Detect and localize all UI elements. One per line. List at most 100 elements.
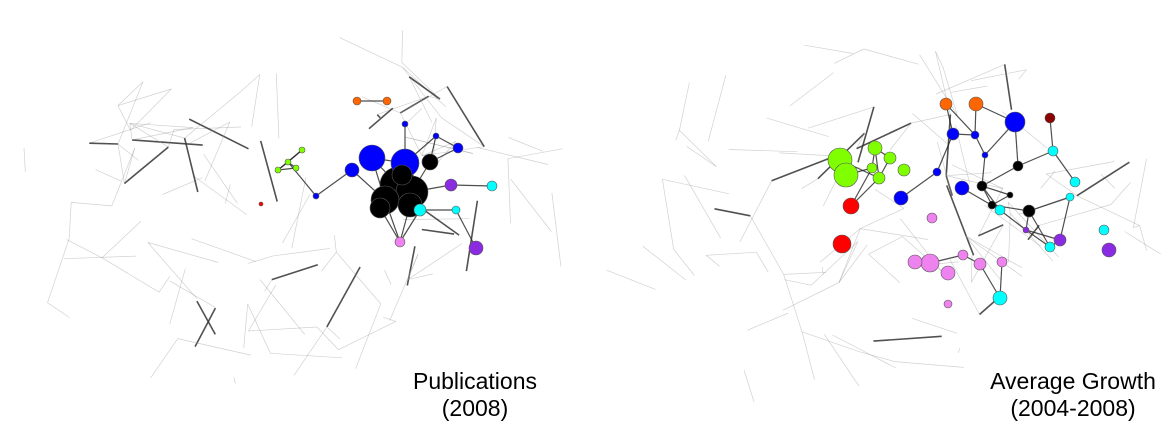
network-edge bbox=[971, 69, 1027, 81]
network-edge bbox=[801, 331, 860, 352]
highlight-node bbox=[292, 164, 300, 172]
highlight-node bbox=[413, 203, 427, 217]
network-edge bbox=[282, 194, 311, 244]
caption-years: (2004-2008) bbox=[1010, 395, 1136, 421]
highlight-node bbox=[832, 234, 852, 254]
highlight-node bbox=[298, 146, 306, 154]
network-edge bbox=[193, 175, 247, 215]
network-edge bbox=[158, 276, 171, 293]
network-edge bbox=[465, 200, 479, 272]
highlight-node bbox=[1101, 242, 1117, 258]
network-edge bbox=[401, 30, 403, 63]
network-edge bbox=[194, 307, 217, 347]
network-edge bbox=[832, 334, 897, 369]
network-edge bbox=[1139, 225, 1147, 251]
network-edge bbox=[247, 303, 271, 354]
highlight-node bbox=[920, 253, 940, 273]
network-edge bbox=[1040, 170, 1056, 189]
network-edge bbox=[129, 122, 185, 139]
network-edge bbox=[705, 255, 720, 267]
network-edge bbox=[507, 158, 511, 224]
network-edge bbox=[945, 103, 976, 136]
highlight-node bbox=[344, 162, 360, 178]
network-edge bbox=[662, 178, 730, 195]
network-edge bbox=[912, 113, 948, 144]
highlight-node bbox=[382, 96, 392, 106]
network-edge bbox=[321, 251, 337, 272]
network-edge bbox=[824, 334, 860, 387]
network-edge bbox=[71, 202, 112, 207]
network-edge bbox=[942, 67, 958, 116]
network-edge bbox=[123, 146, 169, 185]
network-edge bbox=[336, 251, 382, 305]
network-edge bbox=[111, 148, 136, 207]
network-edge bbox=[1100, 173, 1116, 189]
network-edge bbox=[401, 62, 441, 100]
network-edge bbox=[1076, 161, 1130, 197]
network-edge bbox=[999, 209, 1027, 231]
network-edge bbox=[150, 338, 179, 379]
network-edge bbox=[946, 172, 992, 176]
network-edge bbox=[971, 224, 1004, 283]
network-edge bbox=[130, 88, 172, 131]
highlight-node bbox=[992, 290, 1008, 306]
caption-publications: Publications (2008) bbox=[400, 368, 550, 422]
highlight-node-layer bbox=[827, 96, 1117, 309]
highlight-node bbox=[940, 265, 956, 281]
network-edge bbox=[804, 44, 854, 54]
network-edge bbox=[873, 335, 942, 342]
highlight-node bbox=[352, 96, 362, 106]
highlight-node bbox=[258, 201, 264, 207]
network-edge bbox=[407, 243, 463, 280]
network-edge bbox=[476, 146, 549, 165]
highlight-node bbox=[907, 254, 923, 270]
network-edge bbox=[1133, 158, 1147, 228]
network-edge bbox=[675, 130, 680, 141]
highlight-node bbox=[1022, 226, 1030, 234]
highlight-node bbox=[994, 204, 1006, 216]
network-edge bbox=[706, 251, 757, 256]
network-edge bbox=[1003, 64, 1013, 110]
network-edge bbox=[771, 155, 836, 182]
network-edge bbox=[889, 122, 912, 151]
highlight-node bbox=[1044, 241, 1056, 253]
highlight-node bbox=[1065, 192, 1075, 202]
network-edge bbox=[450, 184, 493, 187]
network-edge bbox=[978, 187, 1004, 236]
highlight-node bbox=[842, 197, 860, 215]
network-edge bbox=[551, 192, 562, 267]
highlight-node bbox=[1044, 112, 1056, 124]
network-edge bbox=[248, 326, 317, 332]
network-edge bbox=[821, 266, 824, 275]
network-edge bbox=[191, 238, 257, 262]
network-edge bbox=[783, 274, 803, 332]
network-edge bbox=[177, 338, 251, 356]
highlight-node bbox=[468, 240, 484, 256]
panel-average-growth: Average Growth (2004-2008) bbox=[590, 0, 1171, 428]
network-edge bbox=[376, 114, 381, 119]
network-edge bbox=[147, 242, 198, 299]
network-edge bbox=[441, 117, 485, 147]
network-edge bbox=[936, 64, 1005, 95]
network-edge bbox=[743, 369, 755, 402]
network-edge bbox=[801, 331, 815, 380]
network-edge bbox=[749, 215, 785, 275]
network-edge bbox=[421, 118, 437, 156]
network-edge bbox=[860, 208, 905, 229]
network-edge bbox=[384, 270, 392, 285]
caption-year: (2008) bbox=[441, 395, 509, 421]
network-edge bbox=[779, 152, 836, 157]
network-edge bbox=[957, 348, 961, 354]
network-edge bbox=[1039, 204, 1112, 226]
network-edge bbox=[247, 255, 274, 264]
network-edge bbox=[47, 238, 70, 303]
caption-title: Publications bbox=[412, 368, 538, 394]
network-edge bbox=[132, 139, 203, 146]
network-edge bbox=[406, 246, 416, 286]
highlight-node bbox=[883, 151, 897, 165]
highlight-node bbox=[1022, 204, 1036, 218]
network-edge bbox=[291, 176, 307, 249]
highlight-node bbox=[432, 132, 440, 140]
network-edge bbox=[361, 96, 401, 114]
network-edge bbox=[169, 280, 216, 308]
